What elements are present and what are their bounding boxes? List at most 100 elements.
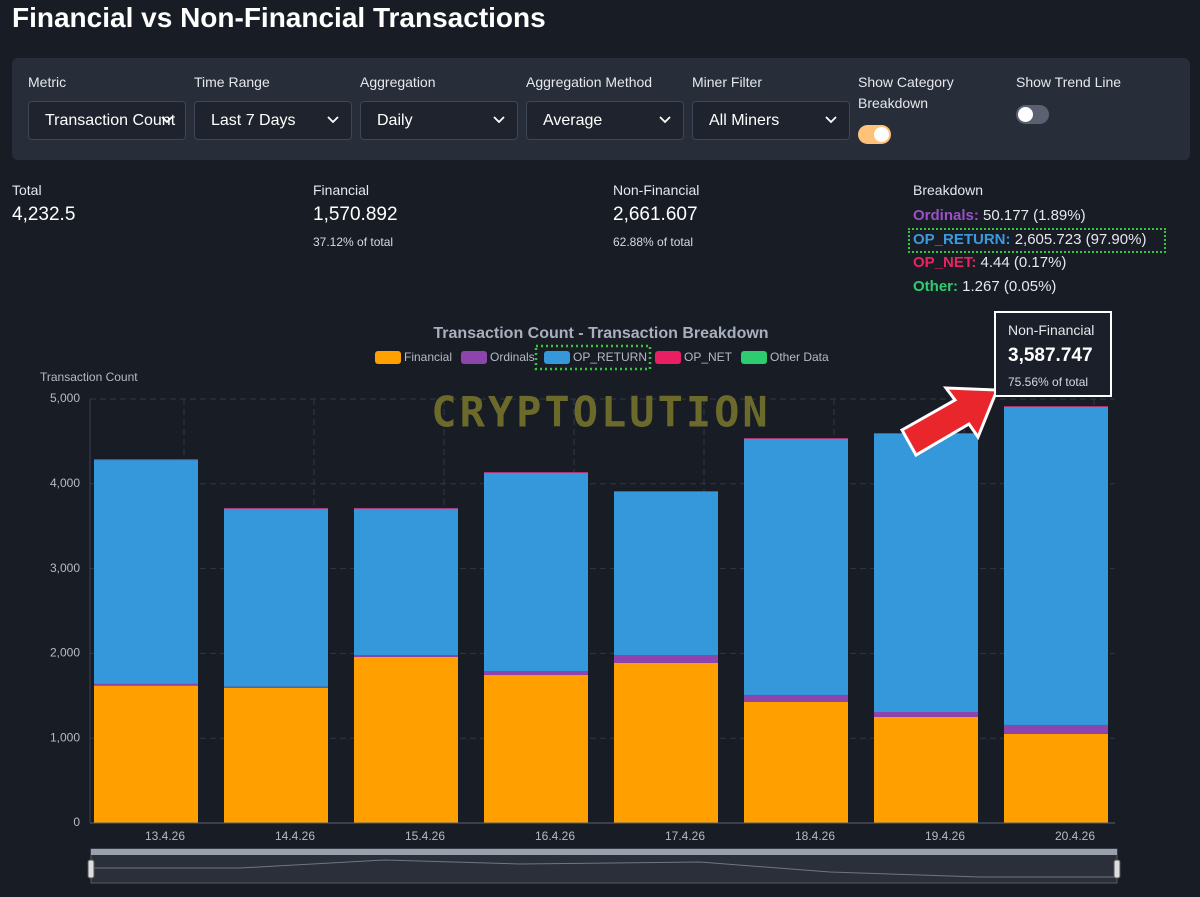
arrow <box>899 386 1000 458</box>
bar-segment <box>614 491 718 656</box>
breakdown-item: OP_RETURN: 2,605.723 (97.90%) <box>913 231 1146 248</box>
stat-value: 4,232.5 <box>12 204 76 225</box>
bar-segment <box>614 662 718 823</box>
bar-segment <box>94 683 198 686</box>
bar-segment <box>354 655 458 657</box>
y-tick-label: 2,000 <box>50 646 80 660</box>
select[interactable]: Transaction Count <box>28 101 186 140</box>
control-label: Aggregation Method <box>526 74 653 90</box>
select-value: Transaction Count <box>45 112 176 129</box>
chevron <box>493 116 505 124</box>
slider-bar <box>91 849 1117 855</box>
legend-label: Ordinals <box>490 350 535 364</box>
bar-segment <box>354 508 458 656</box>
stat-sub: 37.12% of total <box>313 235 394 249</box>
stat-sub: 62.88% of total <box>613 235 694 249</box>
legend-swatch <box>461 351 487 364</box>
select[interactable]: Daily <box>360 101 518 140</box>
x-tick-label: 20.4.26 <box>1055 829 1095 843</box>
bar-segment <box>874 717 978 823</box>
y-tick-label: 4,000 <box>50 476 80 490</box>
bar-segment <box>224 686 328 688</box>
select[interactable]: Last 7 Days <box>194 101 352 140</box>
y-tick-label: 3,000 <box>50 561 80 575</box>
select[interactable]: Average <box>526 101 684 140</box>
legend-label: OP_NET <box>684 350 733 364</box>
breakdown-name: Ordinals: <box>913 207 979 224</box>
bar-segment <box>224 507 328 509</box>
bar-segment <box>874 711 978 717</box>
bar-segment <box>744 694 848 702</box>
bar-segment <box>1004 733 1108 823</box>
slider-handle[interactable] <box>1113 859 1121 879</box>
bar-segment <box>1004 406 1108 725</box>
stat-label: Financial <box>313 182 370 198</box>
tooltip-label: Non-Financial <box>1008 322 1095 338</box>
breakdown-value: 50.177 (1.89%) <box>983 207 1086 224</box>
highlight-outline <box>534 344 652 371</box>
bar-segment <box>94 460 198 684</box>
tooltip-sub: 75.56% of total <box>1008 375 1089 389</box>
chevron <box>161 116 173 124</box>
stat-value: 1,570.892 <box>313 204 398 225</box>
breakdown-name: Other: <box>913 278 958 296</box>
toggle-knob <box>1018 107 1033 122</box>
chevron-path <box>493 116 505 124</box>
zoom-slider[interactable] <box>87 848 1121 884</box>
breakdown-item: OP_NET: 4.44 (0.17%) <box>913 254 1066 271</box>
toggle-label: Show Category Breakdown <box>858 74 954 111</box>
breakdown-value: 4.44 (0.17%) <box>980 254 1067 272</box>
breakdown-name: OP_RETURN: <box>913 230 1011 248</box>
bar-segment <box>1004 406 1108 407</box>
tooltip: Non-Financial 3,587.747 75.56% of total <box>994 311 1112 397</box>
x-tick-label: 17.4.26 <box>665 829 705 843</box>
y-tick-label: 1,000 <box>50 730 80 744</box>
legend-swatch <box>655 351 681 364</box>
bar-segment <box>744 701 848 823</box>
x-tick-label: 14.4.26 <box>275 829 315 843</box>
toggle[interactable] <box>1016 105 1049 124</box>
page-title: Financial vs Non-Financial Transactions <box>12 2 546 33</box>
legend-swatch <box>741 351 767 364</box>
toggle-knob <box>874 127 889 142</box>
chevron-path <box>161 116 173 124</box>
control-label: Time Range <box>194 74 270 90</box>
breakdown-value: 2,605.723 (97.90%) <box>1014 230 1147 248</box>
bar-segment <box>614 655 718 663</box>
x-tick-label: 18.4.26 <box>795 829 835 843</box>
select-value: Last 7 Days <box>211 112 296 129</box>
bar-segment <box>874 433 978 712</box>
stat-label: Total <box>12 182 42 198</box>
bar-segment <box>614 491 718 492</box>
slider-handle[interactable] <box>87 859 95 879</box>
bar-segment <box>354 507 458 509</box>
x-tick-label: 16.4.26 <box>535 829 575 843</box>
control-label: Miner Filter <box>692 74 763 90</box>
chevron-path <box>327 116 339 124</box>
bar-segment <box>224 508 328 687</box>
watermark: CRYPTOLUTION <box>431 388 770 437</box>
legend-label: Financial <box>404 350 452 364</box>
y-tick-label: 5,000 <box>50 391 80 405</box>
y-axis-label: Transaction Count <box>40 370 138 384</box>
highlight-outline <box>908 228 1166 253</box>
bar-segment <box>224 687 328 823</box>
bar-segment <box>484 472 588 672</box>
select-value: Average <box>543 112 603 129</box>
bar-segment <box>354 656 458 823</box>
legend-swatch <box>544 351 570 364</box>
toggle-label: Show Trend Line <box>1016 74 1122 90</box>
control-label: Metric <box>28 74 67 90</box>
chevron <box>659 116 671 124</box>
select[interactable]: All Miners <box>692 101 850 140</box>
toggle[interactable] <box>858 125 891 144</box>
stat-value: 2,661.607 <box>613 204 698 225</box>
chevron-path <box>825 116 837 124</box>
chevron <box>825 116 837 124</box>
x-tick-label: 19.4.26 <box>925 829 965 843</box>
breakdown-label: Breakdown <box>913 182 984 198</box>
breakdown-item: Ordinals: 50.177 (1.89%) <box>913 207 1086 224</box>
bar-segment <box>484 472 588 473</box>
bar-segment <box>94 685 198 823</box>
